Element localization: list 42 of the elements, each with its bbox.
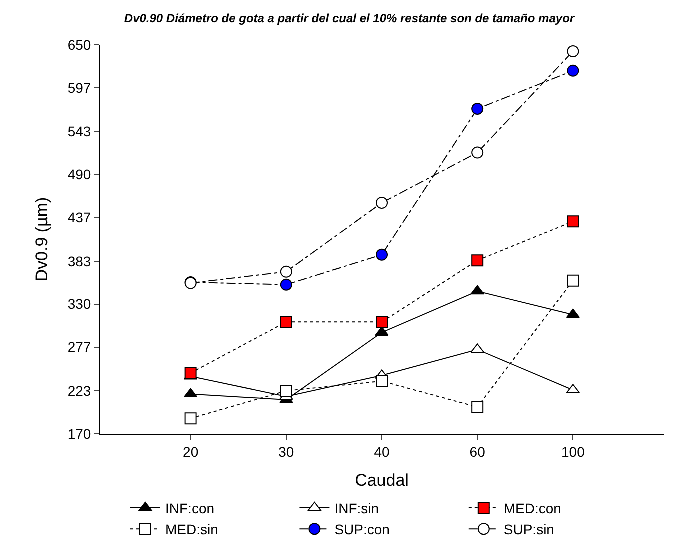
legend-label: SUP:con xyxy=(334,522,390,538)
legend-label: INF:sin xyxy=(334,500,380,516)
point xyxy=(376,248,388,261)
y-tick-label: 597 xyxy=(68,80,92,96)
point xyxy=(280,316,292,328)
point xyxy=(472,146,484,159)
point xyxy=(280,385,292,398)
y-tick-label: 277 xyxy=(68,339,92,356)
legend-label: INF:con xyxy=(166,500,215,516)
legend-label: SUP:sin xyxy=(504,522,554,538)
point xyxy=(472,401,484,414)
x-tick-label: 20 xyxy=(183,444,199,460)
x-tick-label: 40 xyxy=(374,444,390,460)
point xyxy=(567,64,580,77)
point xyxy=(280,278,292,291)
y-tick-label: 543 xyxy=(68,124,92,140)
y-tick-label: 330 xyxy=(68,296,92,312)
point xyxy=(567,274,580,287)
y-tick-label: 650 xyxy=(68,36,92,53)
x-axis-title: Caudal xyxy=(355,471,409,490)
y-tick-label: 170 xyxy=(68,426,92,442)
point xyxy=(472,103,484,116)
y-tick-label: 383 xyxy=(68,253,92,270)
chart-title: Dv0.90 Diámetro de gota a partir del cual el 10% restante son de tamaño mayor xyxy=(124,11,576,26)
point xyxy=(472,254,484,267)
x-tick-label: 30 xyxy=(278,444,294,460)
point xyxy=(376,197,388,210)
legend-label: MED:sin xyxy=(166,522,218,538)
x-tick-label: 100 xyxy=(562,444,586,460)
y-tick-label: 490 xyxy=(68,166,92,183)
x-tick-label: 60 xyxy=(470,444,486,460)
point xyxy=(376,375,388,388)
point xyxy=(280,266,292,278)
point xyxy=(567,216,580,228)
point xyxy=(376,316,388,328)
y-axis-title: Dv0.9 (µm) xyxy=(32,197,52,282)
y-tick-label: 223 xyxy=(68,382,92,399)
legend-label: MED:con xyxy=(504,500,562,516)
point xyxy=(184,367,197,380)
point xyxy=(184,412,197,425)
point xyxy=(470,285,484,295)
y-tick-label: 437 xyxy=(68,210,92,226)
